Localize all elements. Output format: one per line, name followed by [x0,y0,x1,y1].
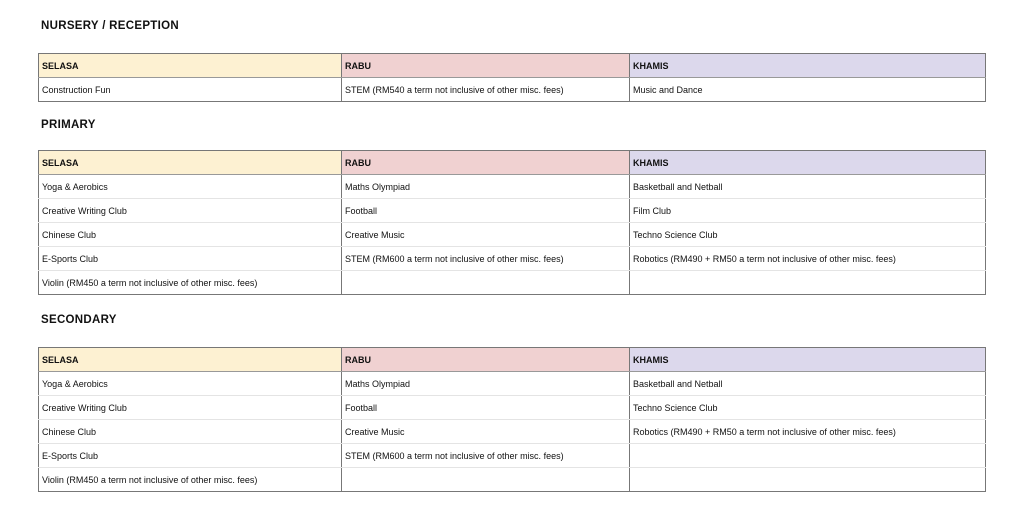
table-row: Yoga & Aerobics Maths Olympiad Basketball … [38,371,986,396]
activity-cell: Football [341,198,630,223]
activity-cell [341,270,630,295]
table-header-row: SELASA RABU KHAMIS [38,150,986,175]
activity-cell [341,467,630,492]
table-row: Construction Fun STEM (RM540 a term not i… [38,77,986,102]
activity-cell: Construction Fun [38,77,342,102]
table-row: E-Sports Club STEM (RM600 a term not incl… [38,246,986,271]
activity-cell: Violin (RM450 a term not inclusive of ot… [38,467,342,492]
activity-cell: Yoga & Aerobics [38,174,342,199]
activity-cell: Basketball and Netball [629,174,986,199]
table-row: Violin (RM450 a term not inclusive of ot… [38,467,986,492]
section-title: NURSERY / RECEPTION [41,20,179,32]
activity-cell: STEM (RM540 a term not inclusive of othe… [341,77,630,102]
table-row: Creative Writing Club Football Techno Scie… [38,395,986,420]
activity-cell: Maths Olympiad [341,371,630,396]
activity-cell: Basketball and Netball [629,371,986,396]
activity-cell: STEM (RM600 a term not inclusive of othe… [341,443,630,468]
activity-cell: Chinese Club [38,222,342,247]
activity-cell: Creative Music [341,419,630,444]
column-header-selasa: SELASA [38,150,342,175]
activity-cell: Creative Writing Club [38,395,342,420]
column-header-rabu: RABU [341,150,630,175]
table-row: E-Sports Club STEM (RM600 a term not incl… [38,443,986,468]
column-header-khamis: KHAMIS [629,347,986,372]
activity-cell: Robotics (RM490 + RM50 a term not inclus… [629,419,986,444]
activity-cell: Football [341,395,630,420]
activity-cell: Film Club [629,198,986,223]
activity-cell: Violin (RM450 a term not inclusive of ot… [38,270,342,295]
activity-cell: Creative Writing Club [38,198,342,223]
activity-cell: E-Sports Club [38,443,342,468]
activity-cell: Creative Music [341,222,630,247]
activity-cell [629,443,986,468]
activity-cell: Techno Science Club [629,222,986,247]
column-header-selasa: SELASA [38,347,342,372]
table-row: Yoga & Aerobics Maths Olympiad Basketball … [38,174,986,199]
schedule-table: SELASA RABU KHAMIS Yoga & Aerobics Maths Oly… [38,347,986,492]
table-row: Chinese Club Creative Music Robotics (RM49… [38,419,986,444]
table-header-row: SELASA RABU KHAMIS [38,347,986,372]
activity-cell: E-Sports Club [38,246,342,271]
activity-cell: Chinese Club [38,419,342,444]
activity-cell: Yoga & Aerobics [38,371,342,396]
schedule-table: SELASA RABU KHAMIS Construction Fun STEM (RM… [38,53,986,102]
column-header-khamis: KHAMIS [629,53,986,78]
activity-cell: Music and Dance [629,77,986,102]
table-row: Chinese Club Creative Music Techno Science… [38,222,986,247]
activity-cell: STEM (RM600 a term not inclusive of othe… [341,246,630,271]
column-header-selasa: SELASA [38,53,342,78]
section-title: PRIMARY [41,119,96,131]
activity-cell [629,467,986,492]
column-header-rabu: RABU [341,53,630,78]
column-header-khamis: KHAMIS [629,150,986,175]
table-row: Creative Writing Club Football Film Club [38,198,986,223]
table-header-row: SELASA RABU KHAMIS [38,53,986,78]
table-row: Violin (RM450 a term not inclusive of ot… [38,270,986,295]
activity-cell [629,270,986,295]
activity-cell: Maths Olympiad [341,174,630,199]
activity-cell: Techno Science Club [629,395,986,420]
schedule-table: SELASA RABU KHAMIS Yoga & Aerobics Maths Oly… [38,150,986,295]
column-header-rabu: RABU [341,347,630,372]
section-title: SECONDARY [41,314,117,326]
activity-cell: Robotics (RM490 + RM50 a term not inclus… [629,246,986,271]
